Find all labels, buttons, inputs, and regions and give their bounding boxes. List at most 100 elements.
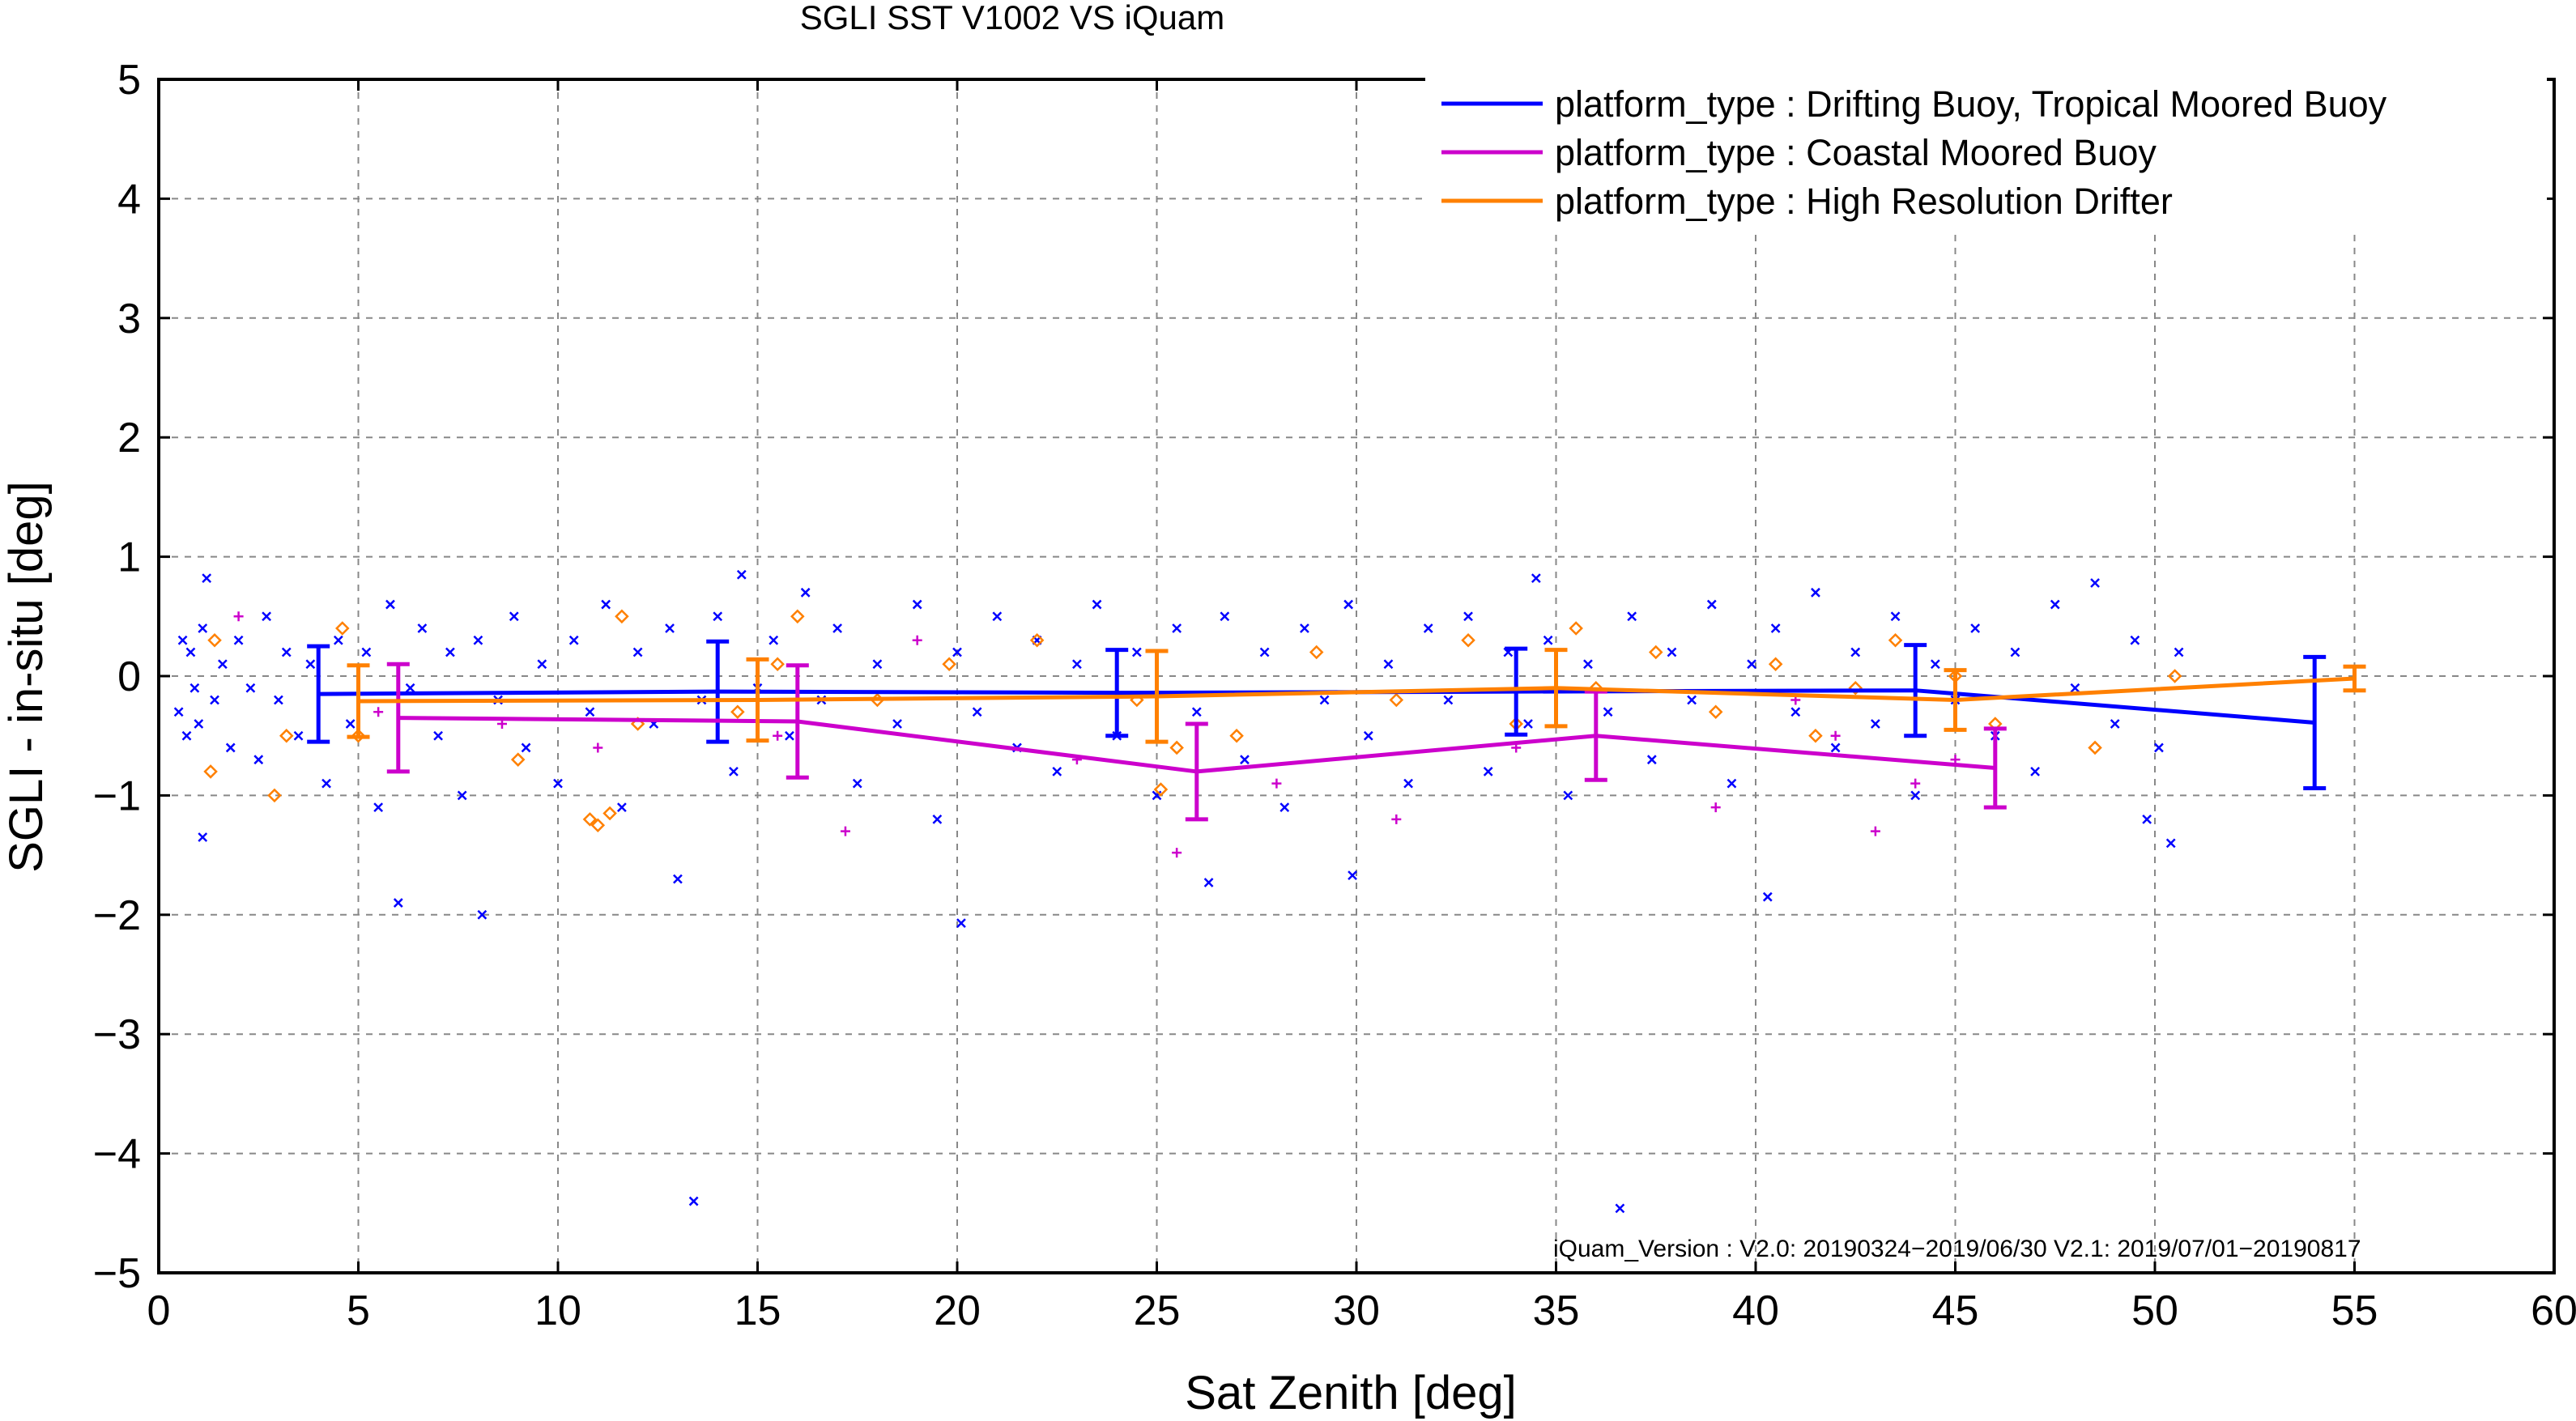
data-point [1830,730,1841,741]
y-axis-title: SGLI - in-situ [deg] [0,481,53,873]
data-point [1092,599,1102,610]
data-point [1229,728,1244,743]
data-point [1747,659,1756,670]
data-point [590,818,606,833]
y-tick-label: −5 [93,1250,141,1297]
legend-label: platform_type : Coastal Moored Buoy [1555,132,2157,173]
data-point [688,1196,699,1206]
data-point [729,767,739,776]
data-point [992,611,1003,622]
legend-label: platform_type : Drifting Buoy, Tropical … [1555,83,2387,125]
data-point [1240,755,1250,765]
x-tick-label: 50 [2131,1287,2178,1334]
data-point [345,719,356,729]
x-tick-label: 30 [1333,1287,1380,1334]
data-point [872,659,883,670]
data-point [245,683,256,693]
data-point [233,635,244,645]
data-point [1603,707,1613,717]
data-point [1648,645,1663,660]
data-point [2154,742,2164,753]
data-point [262,611,271,622]
data-point [194,719,204,729]
data-point [189,683,200,693]
data-point [1153,782,1169,797]
data-point [445,647,455,657]
data-point [1423,623,1433,633]
data-point [510,752,526,767]
data-point [1443,695,1454,705]
data-point [335,621,350,636]
data-point [1569,621,1583,636]
data-point [1563,790,1573,801]
data-point [892,719,902,729]
data-point [769,635,779,645]
data-point [457,790,467,801]
data-point [585,707,595,717]
data-point [202,573,212,584]
data-point [1531,573,1541,584]
y-tick-label: 1 [117,534,141,581]
data-point [582,812,598,827]
y-tick-label: −1 [93,772,141,819]
y-tick-label: 5 [117,57,141,104]
data-point [1172,848,1182,858]
data-point [1890,611,1901,622]
data-point [177,635,188,645]
x-axis-title: Sat Zenith [deg] [1185,1367,1516,1419]
data-point [616,802,627,813]
x-tick-label: 40 [1732,1287,1779,1334]
data-point [1790,707,1801,717]
data-point [1970,623,1981,633]
data-point [1811,587,1820,598]
data-point [1463,611,1473,622]
data-point [1483,767,1493,776]
y-tick-label: 3 [117,296,141,342]
data-point [233,611,244,622]
data-point [198,832,208,842]
data-point [665,623,675,633]
data-point [1708,704,1723,719]
data-point [521,742,531,753]
data-point [932,814,943,824]
data-point [632,647,643,657]
data-point [1343,599,1354,610]
data-point [373,707,384,717]
data-point [1762,891,1773,902]
data-point [832,623,842,633]
data-point [1710,802,1721,813]
data-point [321,778,331,789]
data-point [210,695,219,705]
data-point [2174,647,2184,657]
data-point [770,657,785,672]
data-point [568,635,579,645]
data-point [1543,635,1553,645]
data-point [1871,719,1880,729]
data-point [1646,755,1657,765]
data-point [181,730,192,741]
data-point [800,587,811,598]
data-point [185,647,196,657]
data-point [417,623,428,633]
data-point [2110,719,2120,729]
data-point [1687,695,1697,705]
data-point [1389,692,1404,708]
y-tick-label: −3 [93,1011,141,1058]
y-tick-label: −4 [93,1131,141,1178]
data-point [393,898,403,908]
data-point [281,647,292,657]
data-point [1029,633,1045,648]
data-point [1203,878,1214,887]
data-point [615,609,629,624]
data-point [1391,814,1402,824]
data-point [852,778,862,789]
data-point [1727,778,1737,789]
y-tick-label: 2 [117,415,141,462]
data-point [1383,659,1394,670]
data-point [1279,802,1290,813]
version-annotation: iQuam_Version : V2.0: 20190324−2019/06/3… [1553,1236,2361,1262]
data-point [361,647,372,657]
data-point [1667,647,1677,657]
data-point [473,635,483,645]
